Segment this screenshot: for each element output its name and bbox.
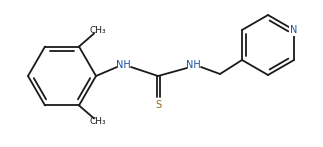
Text: S: S — [155, 100, 161, 110]
Text: CH₃: CH₃ — [90, 117, 106, 126]
Text: CH₃: CH₃ — [90, 26, 106, 35]
Text: NH: NH — [186, 60, 200, 70]
Text: NH: NH — [116, 60, 130, 70]
Text: N: N — [290, 25, 298, 35]
